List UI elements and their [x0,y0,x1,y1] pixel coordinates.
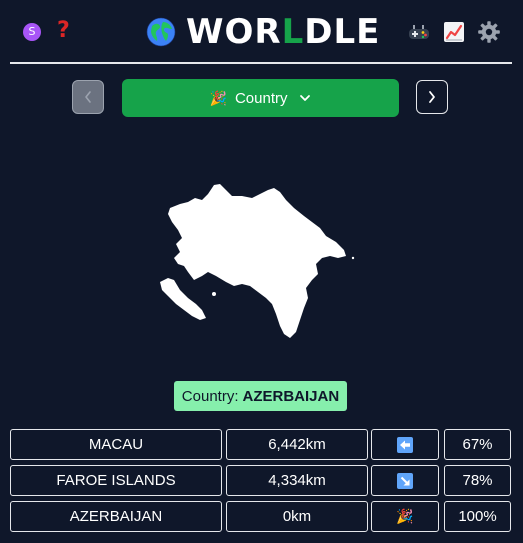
chevron-right-icon [429,91,435,103]
guess-proximity: 67% [444,429,511,460]
arrow-down-right-icon [397,472,413,489]
logo-part-3: DLE [304,12,381,52]
s-badge-icon[interactable]: S [23,23,41,41]
guess-country: FAROE ISLANDS [10,465,222,496]
answer-banner: Country: AZERBAIJAN [174,381,347,411]
guess-distance: 0km [226,501,368,532]
logo-title: WORLDLE [186,12,380,52]
previous-button[interactable] [72,80,104,114]
arrow-left-icon [397,436,413,453]
logo: WORLDLE [146,12,380,52]
guess-country: AZERBAIJAN [10,501,222,532]
help-icon[interactable]: ? [57,18,70,43]
guess-direction [371,429,439,460]
gear-icon[interactable] [477,20,501,44]
guess-distance: 4,334km [226,465,368,496]
party-popper-icon: 🎉 [209,89,227,106]
guess-direction: 🎉 [371,501,439,532]
mode-label: Country [234,89,288,107]
logo-part-2: L [281,12,305,52]
answer-label: Country: [181,387,239,405]
guess-direction [371,465,439,496]
header: S ? WORLDLE [0,0,523,64]
stats-chart-icon[interactable] [442,20,466,44]
guess-proximity: 78% [444,465,511,496]
answer-value: AZERBAIJAN [242,387,340,405]
guess-proximity: 100% [444,501,511,532]
joystick-icon[interactable] [407,20,431,44]
chevron-down-icon [300,95,311,101]
chevron-left-icon [85,91,91,103]
guess-country: MACAU [10,429,222,460]
party-popper-icon: 🎉 [396,508,414,524]
logo-part-1: WOR [186,12,282,52]
mode-select-button[interactable]: 🎉 Country [122,79,399,117]
next-button[interactable] [416,80,448,114]
globe-icon [146,17,176,47]
country-silhouette [160,184,355,338]
guess-distance: 6,442km [226,429,368,460]
header-divider [10,62,512,64]
